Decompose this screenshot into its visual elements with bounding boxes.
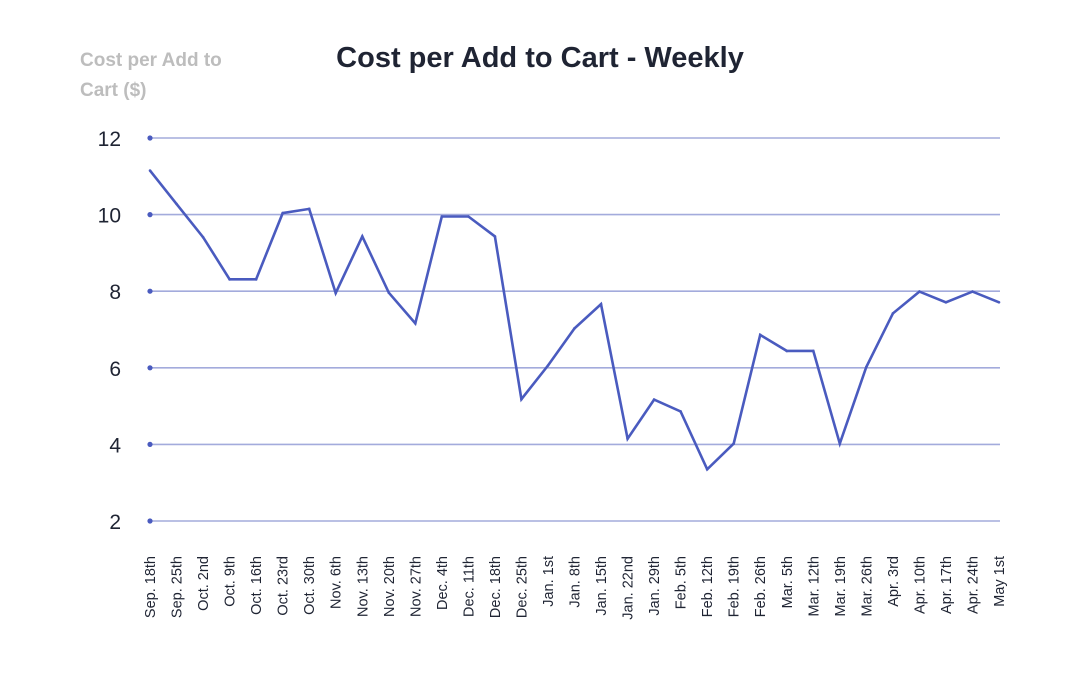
x-tick-label: Jan. 8th: [568, 556, 584, 608]
data-point: [573, 327, 576, 330]
x-tick-label: Jan. 15th: [594, 556, 610, 616]
y-tick-label: 2: [109, 511, 121, 534]
x-tick-label: Oct. 23rd: [276, 556, 292, 616]
data-point: [785, 349, 789, 353]
data-point: [626, 437, 629, 440]
x-tick-label: Apr. 24th: [965, 556, 981, 614]
x-tick-label: Nov. 13th: [355, 556, 371, 617]
x-tick-label: Dec. 18th: [488, 556, 504, 618]
data-point: [175, 202, 178, 206]
x-tick-label: Mar. 5th: [780, 556, 796, 608]
data-point: [891, 312, 895, 315]
x-tick-label: Mar. 12th: [806, 556, 822, 616]
tick-dot: [147, 135, 153, 141]
x-tick-label: May 1st: [992, 556, 1008, 607]
tick-dot: [147, 518, 153, 524]
series-line: [148, 169, 1000, 472]
tick-dot: [147, 441, 153, 447]
data-point: [254, 278, 258, 281]
data-point: [546, 364, 550, 367]
data-point: [758, 333, 762, 337]
data-point: [865, 365, 868, 369]
data-point: [732, 442, 735, 445]
x-tick-label: Feb. 26th: [753, 556, 769, 617]
x-tick-label: Dec. 11th: [461, 556, 477, 617]
y-tick-label: 12: [98, 128, 121, 151]
data-point: [838, 442, 842, 445]
x-tick-label: Oct. 30th: [302, 556, 318, 615]
x-tick-label: Feb. 12th: [700, 556, 716, 617]
data-point: [599, 302, 603, 306]
data-point: [520, 397, 523, 401]
data-point: [201, 235, 205, 239]
data-point: [307, 207, 311, 211]
data-point: [467, 215, 470, 218]
x-tick-label: Mar. 26th: [859, 556, 875, 616]
y-tick-label: 6: [109, 358, 121, 381]
tick-dot: [147, 365, 153, 371]
x-tick-label: Mar. 19th: [833, 556, 849, 616]
data-point: [334, 291, 338, 295]
x-tick-label: Nov. 27th: [408, 556, 424, 617]
data-point: [440, 215, 444, 218]
x-tick-label: Jan. 1st: [541, 556, 557, 607]
x-tick-label: Apr. 17th: [939, 556, 955, 614]
data-point: [360, 235, 364, 238]
x-tick-label: Apr. 3rd: [886, 556, 902, 607]
data-point: [281, 211, 284, 215]
tick-dot: [147, 212, 153, 218]
x-tick-label: Nov. 6th: [329, 556, 345, 609]
y-tick-label: 10: [98, 205, 121, 228]
data-point: [414, 322, 417, 325]
x-tick-label: Jan. 22nd: [621, 556, 637, 620]
y-tick-label: 4: [109, 434, 121, 457]
x-tick-label: Sep. 25th: [170, 556, 186, 618]
x-tick-label: Feb. 19th: [727, 556, 743, 617]
x-tick-label: Dec. 4th: [435, 556, 451, 610]
x-tick-label: Oct. 2nd: [196, 556, 212, 611]
data-point: [997, 301, 1001, 304]
data-point: [811, 349, 815, 353]
y-axis-label: Cost per Add to Cart ($): [80, 50, 222, 101]
data-point: [944, 301, 948, 304]
x-tick-label: Sep. 18th: [143, 556, 159, 618]
x-tick-label: Jan. 29th: [647, 556, 663, 616]
chart-title: Cost per Add to Cart - Weekly: [336, 42, 744, 74]
data-point: [493, 235, 497, 238]
x-tick-label: Nov. 20th: [382, 556, 398, 617]
x-tick-label: Feb. 5th: [674, 556, 690, 609]
data-point: [228, 278, 231, 281]
data-point: [971, 290, 974, 293]
x-tick-label: Oct. 9th: [223, 556, 239, 607]
data-point: [148, 169, 152, 172]
y-tick-label: 8: [109, 281, 121, 304]
data-point: [705, 467, 709, 471]
x-tick-label: Apr. 10th: [912, 556, 928, 614]
data-point: [387, 291, 391, 295]
x-tick-label: Dec. 25th: [514, 556, 530, 618]
data-point: [679, 410, 682, 413]
x-tick-label: Oct. 16th: [249, 556, 265, 615]
data-point: [652, 398, 656, 401]
data-point: [918, 290, 921, 293]
tick-dot: [147, 288, 153, 294]
